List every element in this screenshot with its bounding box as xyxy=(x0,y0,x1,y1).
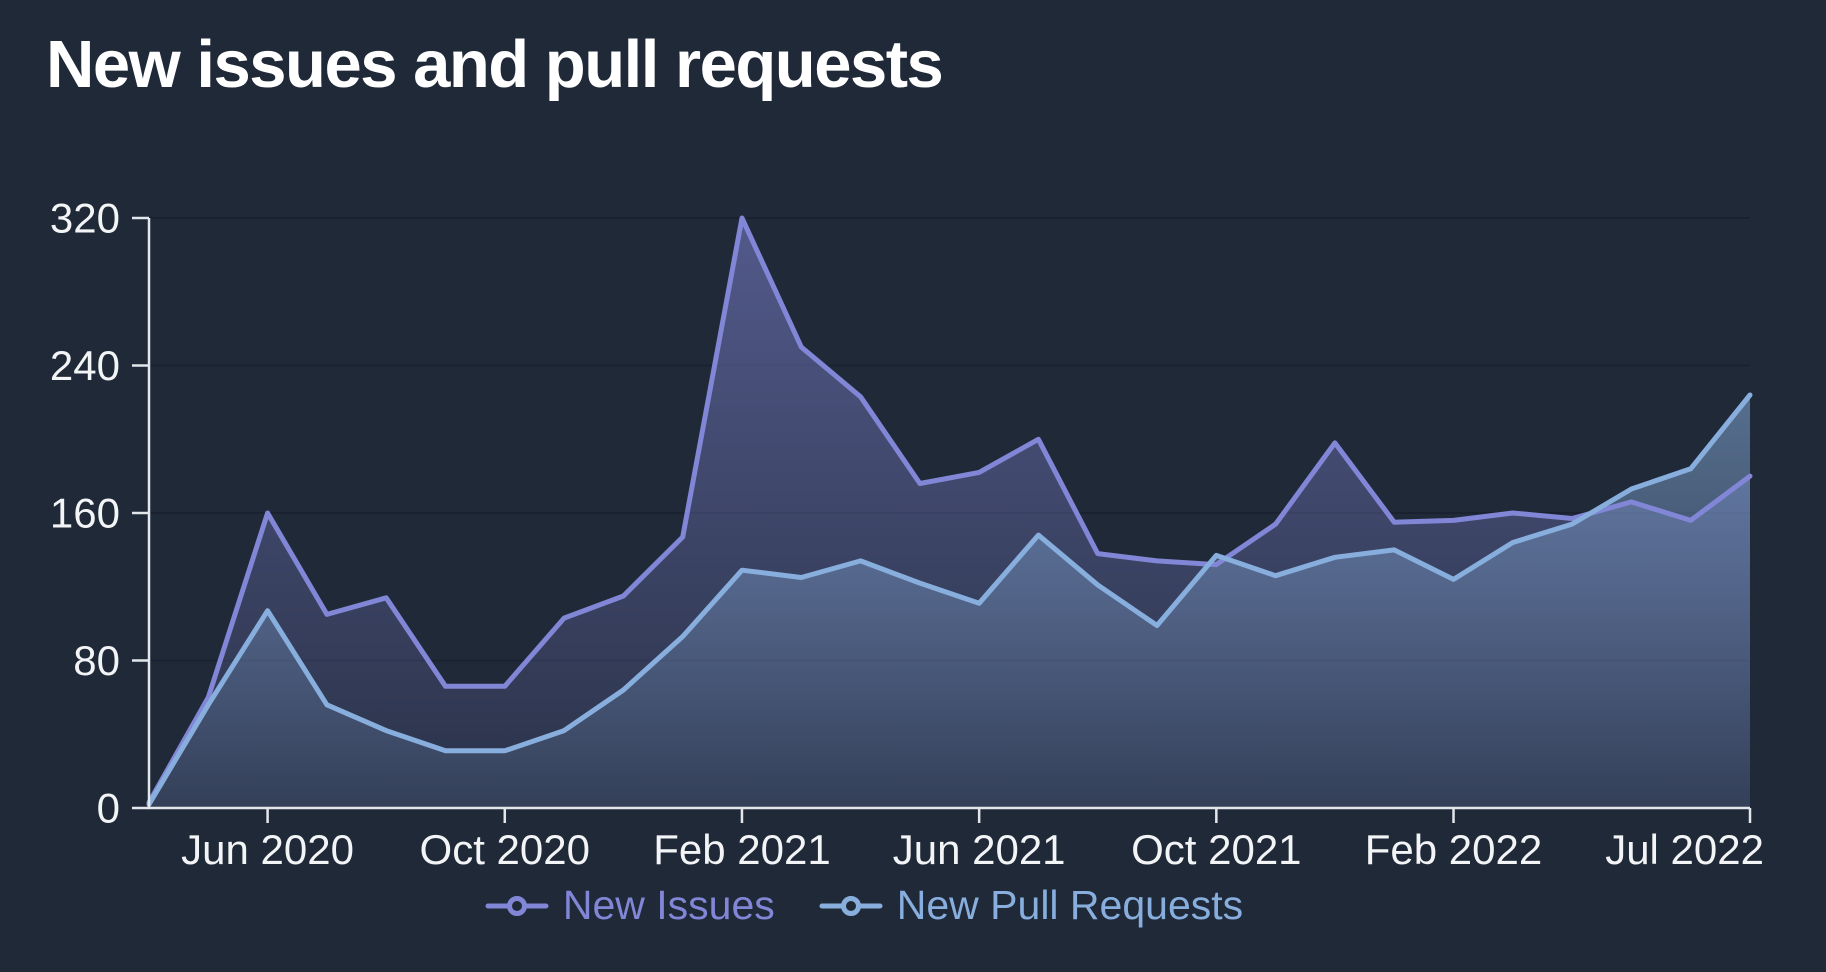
x-tick-label: Oct 2021 xyxy=(1131,826,1301,873)
x-tick-label: Feb 2022 xyxy=(1365,826,1542,873)
pulls-area xyxy=(149,395,1750,808)
pulls-legend-marker-icon xyxy=(819,895,883,916)
legend: New Issues New Pull Requests xyxy=(0,882,1777,929)
legend-item-new-pull-requests[interactable]: New Pull Requests xyxy=(819,882,1243,929)
issues-line xyxy=(146,215,1753,805)
y-tick-label: 240 xyxy=(50,342,120,389)
chart-title: New issues and pull requests xyxy=(46,27,944,102)
y-tick-label: 160 xyxy=(50,490,120,537)
x-tick-label: Jul 2022 xyxy=(1605,826,1764,873)
y-tick-label: 320 xyxy=(50,195,120,242)
legend-label-new-issues: New Issues xyxy=(562,882,775,928)
legend-item-new-issues[interactable]: New Issues xyxy=(485,882,775,929)
x-tick-label: Oct 2020 xyxy=(420,826,590,873)
x-tick-label: Feb 2021 xyxy=(653,826,830,873)
issues-legend-marker-icon xyxy=(485,895,549,916)
y-tick-label: 0 xyxy=(97,785,120,832)
y-tick-label: 80 xyxy=(73,637,120,684)
x-tick-label: Jun 2020 xyxy=(181,826,354,873)
legend-label-new-pull-requests: New Pull Requests xyxy=(896,882,1244,928)
x-tick-label: Jun 2021 xyxy=(893,826,1066,873)
pulls-line xyxy=(146,392,1753,807)
